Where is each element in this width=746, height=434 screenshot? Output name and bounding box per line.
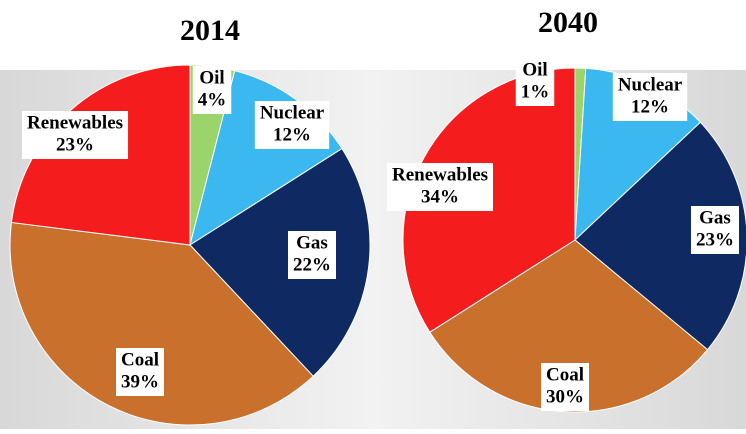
category-label: Nuclear: [618, 74, 683, 95]
value-label: 12%: [631, 96, 669, 117]
value-label: 39%: [121, 371, 159, 392]
chart: 2014Oil4%Nuclear12%Gas22%Coal39%Renewabl…: [0, 0, 746, 429]
value-label: 23%: [56, 134, 94, 155]
category-label: Renewables: [27, 112, 123, 133]
category-label: Renewables: [392, 164, 488, 185]
value-label: 23%: [696, 229, 734, 250]
chart-title: 2014: [180, 14, 240, 47]
value-label: 30%: [546, 386, 584, 407]
value-label: 12%: [273, 124, 311, 145]
category-label: Gas: [296, 232, 328, 253]
category-label: Oil: [199, 67, 224, 88]
category-label: Gas: [699, 207, 731, 228]
category-label: Coal: [121, 349, 159, 370]
value-label: 1%: [521, 81, 550, 102]
value-label: 4%: [198, 89, 227, 110]
value-label: 22%: [293, 254, 331, 275]
category-label: Oil: [522, 59, 547, 80]
category-label: Nuclear: [260, 102, 325, 123]
chart-title: 2040: [538, 6, 598, 39]
value-label: 34%: [421, 186, 459, 207]
category-label: Coal: [546, 364, 584, 385]
